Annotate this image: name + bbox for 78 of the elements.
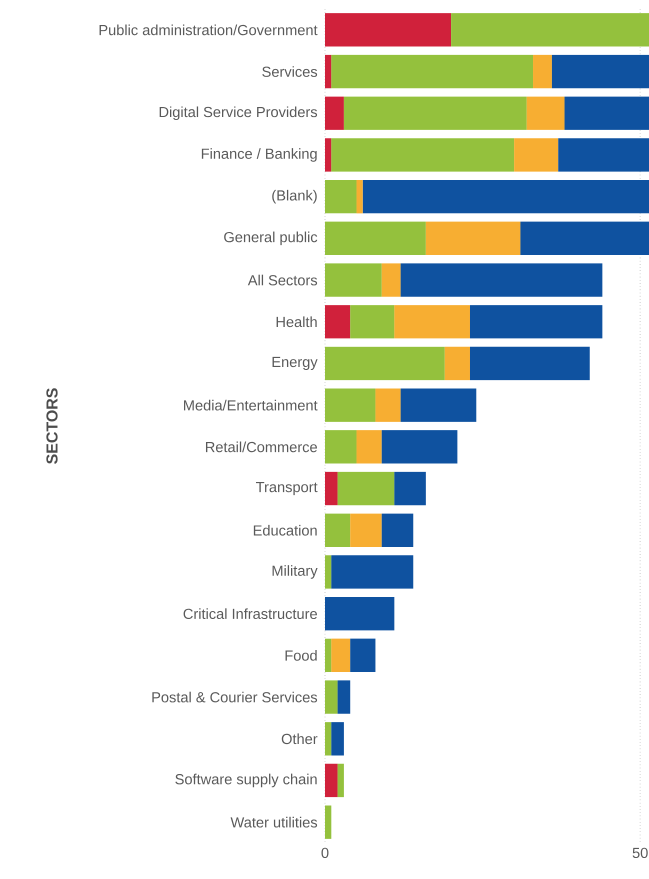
bar bbox=[356, 430, 382, 464]
y-tick-label: Retail/Commerce bbox=[206, 441, 317, 452]
bar bbox=[426, 222, 520, 256]
bar bbox=[394, 305, 470, 338]
y-tick-label: Health bbox=[276, 316, 317, 328]
bar bbox=[325, 305, 350, 338]
y-tick-label: General public bbox=[224, 232, 318, 246]
bar bbox=[331, 555, 414, 589]
bar bbox=[338, 472, 394, 506]
bar bbox=[350, 638, 376, 672]
bar bbox=[325, 54, 332, 88]
bar bbox=[325, 764, 338, 798]
bar bbox=[451, 13, 649, 47]
y-tick-label: Critical Infrastructure bbox=[184, 608, 317, 620]
y-tick-label: Military bbox=[272, 565, 318, 579]
bar bbox=[533, 54, 552, 88]
y-tick-label: Finance / Banking bbox=[202, 148, 317, 162]
y-tick-label: Media/Entertainment bbox=[184, 400, 318, 411]
bar bbox=[470, 305, 602, 338]
bar bbox=[520, 222, 649, 256]
bar bbox=[344, 96, 527, 130]
y-tick-label: Food bbox=[286, 650, 317, 661]
bar bbox=[564, 96, 649, 130]
bar bbox=[325, 180, 357, 214]
bar bbox=[325, 388, 376, 422]
bar bbox=[350, 514, 382, 547]
bar bbox=[325, 13, 452, 47]
bar bbox=[325, 222, 426, 256]
bar bbox=[470, 346, 590, 380]
bar bbox=[331, 638, 350, 672]
bar bbox=[400, 263, 602, 297]
bar bbox=[362, 180, 649, 214]
y-tick-label: Energy bbox=[272, 356, 318, 370]
x-tick-label: 0 bbox=[322, 848, 328, 858]
y-tick-label: Water utilities bbox=[230, 816, 318, 828]
bar bbox=[331, 54, 534, 88]
bar bbox=[325, 96, 344, 130]
bar bbox=[552, 54, 649, 88]
y-tick-label: (Blank) bbox=[272, 190, 317, 204]
bar bbox=[325, 680, 338, 714]
bar bbox=[382, 263, 401, 297]
bar bbox=[325, 346, 445, 380]
bar bbox=[338, 764, 344, 798]
bar bbox=[331, 138, 514, 172]
bar bbox=[325, 138, 332, 172]
bar bbox=[444, 346, 470, 380]
bar bbox=[375, 388, 401, 422]
y-tick-label: All Sectors bbox=[248, 274, 318, 286]
bar bbox=[356, 180, 363, 214]
bar bbox=[394, 472, 426, 506]
bar bbox=[382, 514, 414, 547]
y-tick-label: Transport bbox=[256, 482, 318, 496]
bar bbox=[325, 638, 332, 672]
bar bbox=[325, 805, 332, 839]
bar bbox=[338, 680, 350, 714]
y-tick-label: Public administration/Government bbox=[100, 24, 318, 36]
bar bbox=[325, 430, 357, 464]
bar bbox=[382, 430, 458, 464]
y-tick-label: Software supply chain bbox=[175, 774, 317, 788]
bar bbox=[325, 263, 382, 297]
y-tick-label: Postal & Courier Services bbox=[152, 692, 318, 702]
bar bbox=[400, 388, 476, 422]
bar bbox=[325, 722, 332, 756]
y-tick-label: Other bbox=[282, 733, 318, 744]
bar bbox=[350, 305, 394, 338]
bar bbox=[558, 138, 649, 172]
y-tick-label: Education bbox=[254, 524, 317, 536]
bar bbox=[325, 514, 350, 547]
y-tick-label: Digital Service Providers bbox=[160, 106, 318, 120]
bar bbox=[526, 96, 565, 130]
bar bbox=[331, 722, 344, 756]
bar bbox=[514, 138, 558, 172]
y-axis-title: SECTORS bbox=[46, 388, 58, 464]
bar bbox=[325, 596, 394, 630]
bar bbox=[325, 555, 332, 589]
x-tick-label: 50 bbox=[632, 848, 648, 858]
bar bbox=[325, 472, 338, 506]
y-tick-label: Services bbox=[262, 66, 318, 77]
